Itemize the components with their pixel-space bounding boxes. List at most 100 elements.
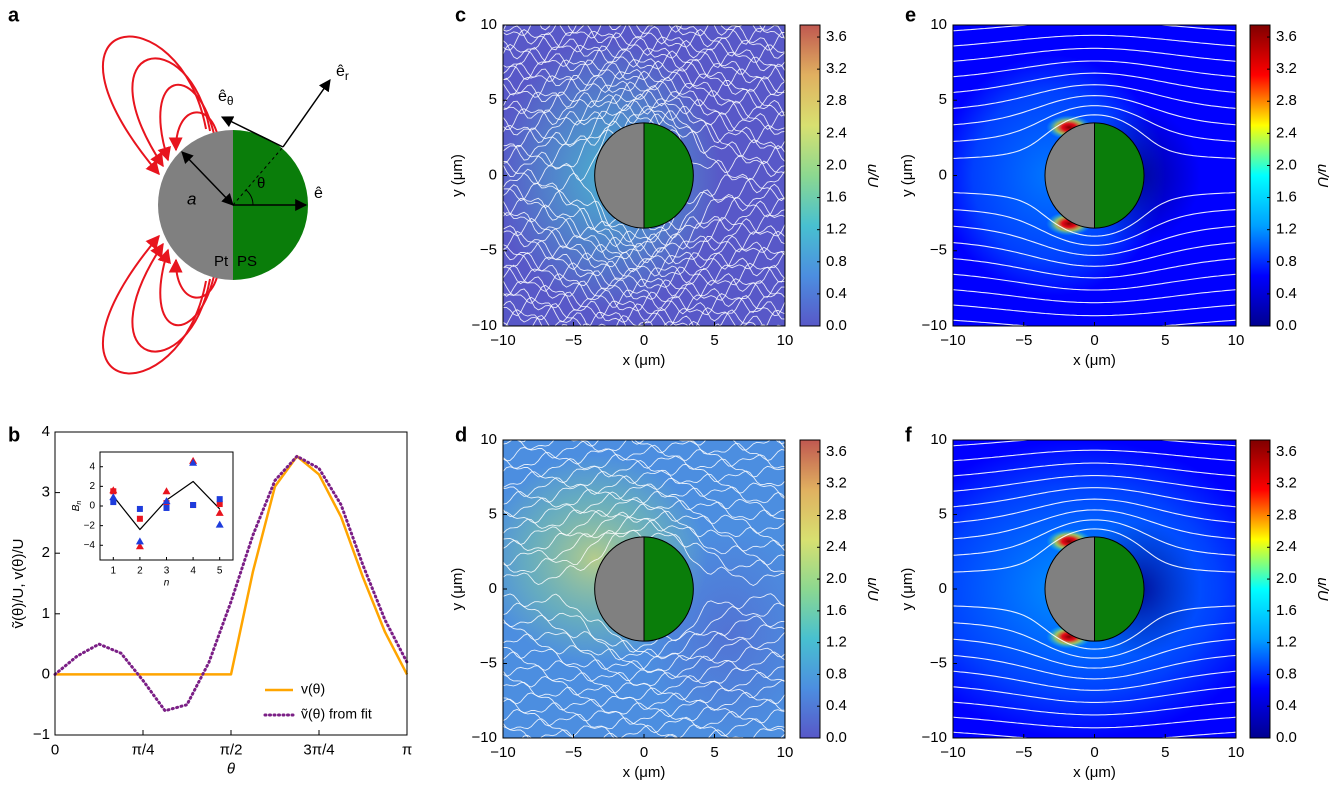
streamline xyxy=(503,679,785,710)
x-tick-label: −5 xyxy=(565,744,582,761)
y-tick-label: 2 xyxy=(89,481,95,492)
axis-label: ṽ(θ)/U, v(θ)/U xyxy=(10,539,27,629)
panel-letter: a xyxy=(8,4,20,26)
streamline xyxy=(939,0,1250,2)
colorbar-tick-label: 0.4 xyxy=(826,697,847,714)
colorbar-tick-label: 2.4 xyxy=(1276,124,1297,141)
er-arrow xyxy=(282,79,331,148)
streamline xyxy=(953,731,1236,738)
marker xyxy=(110,499,117,506)
y-tick-label: −1 xyxy=(33,726,50,743)
field-line xyxy=(101,234,207,375)
streamline xyxy=(953,289,1236,304)
streamline xyxy=(503,497,785,535)
streamline xyxy=(953,487,1236,508)
streamline xyxy=(503,475,785,505)
y-tick-label: −5 xyxy=(480,242,497,259)
x-tick-label: −10 xyxy=(940,744,965,761)
streamline xyxy=(503,453,785,478)
y-tick-label: −10 xyxy=(472,317,497,334)
label-base: ê xyxy=(218,88,227,105)
streamline xyxy=(503,209,785,263)
streamline xyxy=(503,483,785,517)
x-tick-label: 10 xyxy=(1228,332,1245,349)
er-label: êr xyxy=(336,63,349,83)
y-tick-label: 0 xyxy=(939,580,947,597)
x-axis-label: x (μm) xyxy=(623,764,666,781)
field-line xyxy=(131,242,211,353)
axes-frame xyxy=(54,431,408,736)
colorbar-tick-label: 3.6 xyxy=(826,443,847,460)
marker xyxy=(136,515,143,522)
x-tick-label: −10 xyxy=(940,332,965,349)
streamline xyxy=(503,183,785,248)
streamline xyxy=(503,244,785,288)
x-axis-label: θ xyxy=(227,760,235,777)
marker xyxy=(162,497,171,505)
x-tick-label: 10 xyxy=(777,744,794,761)
ps-half xyxy=(1094,122,1145,229)
streamline xyxy=(503,217,785,265)
streamline xyxy=(503,230,785,277)
streamline xyxy=(953,622,1236,659)
panel-letter: d xyxy=(455,424,467,446)
streamline xyxy=(503,503,785,547)
colorbar-tick-label: 0.0 xyxy=(826,729,847,746)
y-tick-label: 10 xyxy=(480,16,497,33)
streamline xyxy=(489,0,799,20)
streamline xyxy=(503,25,766,33)
colorbar-tick-label: 1.2 xyxy=(826,221,847,238)
streamline xyxy=(503,602,785,658)
marker xyxy=(109,486,118,494)
streamline xyxy=(953,95,1236,126)
colorbar-tick-label: 3.2 xyxy=(826,475,847,492)
x-tick-label: 2 xyxy=(137,566,143,577)
colorbar-tick-label: 0.8 xyxy=(1276,665,1297,682)
janus-diagram: a êθ êr a θ ê Pt PS xyxy=(8,4,349,375)
streamline xyxy=(953,462,1236,477)
y-tick-label: 10 xyxy=(930,431,947,448)
colorbar-tick-label: 0.8 xyxy=(826,253,847,270)
etheta-label: êθ xyxy=(218,88,234,108)
colorbar-tick-label: 1.6 xyxy=(1276,602,1297,619)
streamline xyxy=(953,304,1236,317)
streamline xyxy=(503,58,785,96)
x-tick-label: 10 xyxy=(1228,744,1245,761)
x-axis-label: x (μm) xyxy=(1073,352,1116,369)
material-label: PS xyxy=(237,253,257,270)
x-tick-label: 0 xyxy=(640,332,648,349)
y-tick-label: 10 xyxy=(930,16,947,33)
marker xyxy=(135,542,144,550)
radius-label: a xyxy=(187,189,196,208)
streamline xyxy=(953,257,1236,279)
colorbar-tick-label: 1.6 xyxy=(1276,189,1297,206)
colorbar-tick-label: 3.2 xyxy=(1276,60,1297,77)
colorbar-label: u/U xyxy=(864,164,881,188)
colorbar-tick-label: 0.0 xyxy=(1276,317,1297,334)
colorbar-tick-label: 2.0 xyxy=(826,156,847,173)
streamline xyxy=(503,280,785,315)
etheta-arrow xyxy=(220,116,284,148)
label-sub: θ xyxy=(227,94,234,108)
colorbar-label: u/U xyxy=(1314,164,1331,188)
streamline xyxy=(503,698,785,725)
y-tick-label: 5 xyxy=(489,505,497,522)
streamline xyxy=(503,276,785,310)
streamline xyxy=(503,225,785,273)
streamline xyxy=(503,622,785,670)
series-line xyxy=(55,454,409,676)
colorbar-tick-label: 3.2 xyxy=(826,60,847,77)
streamline xyxy=(503,68,785,108)
panel-letter: f xyxy=(905,424,912,446)
streamline xyxy=(503,691,785,718)
x-tick-label: −10 xyxy=(490,332,515,349)
y-tick-label: −10 xyxy=(472,729,497,746)
angle-arc xyxy=(245,189,254,206)
panel-letter: c xyxy=(455,4,466,26)
streamline xyxy=(953,670,1236,691)
x-tick-label: 5 xyxy=(217,566,223,577)
streamline xyxy=(503,200,785,254)
streamline xyxy=(953,440,1236,447)
y-axis-label: y (μm) xyxy=(899,154,916,197)
material-label: Pt xyxy=(214,253,229,270)
